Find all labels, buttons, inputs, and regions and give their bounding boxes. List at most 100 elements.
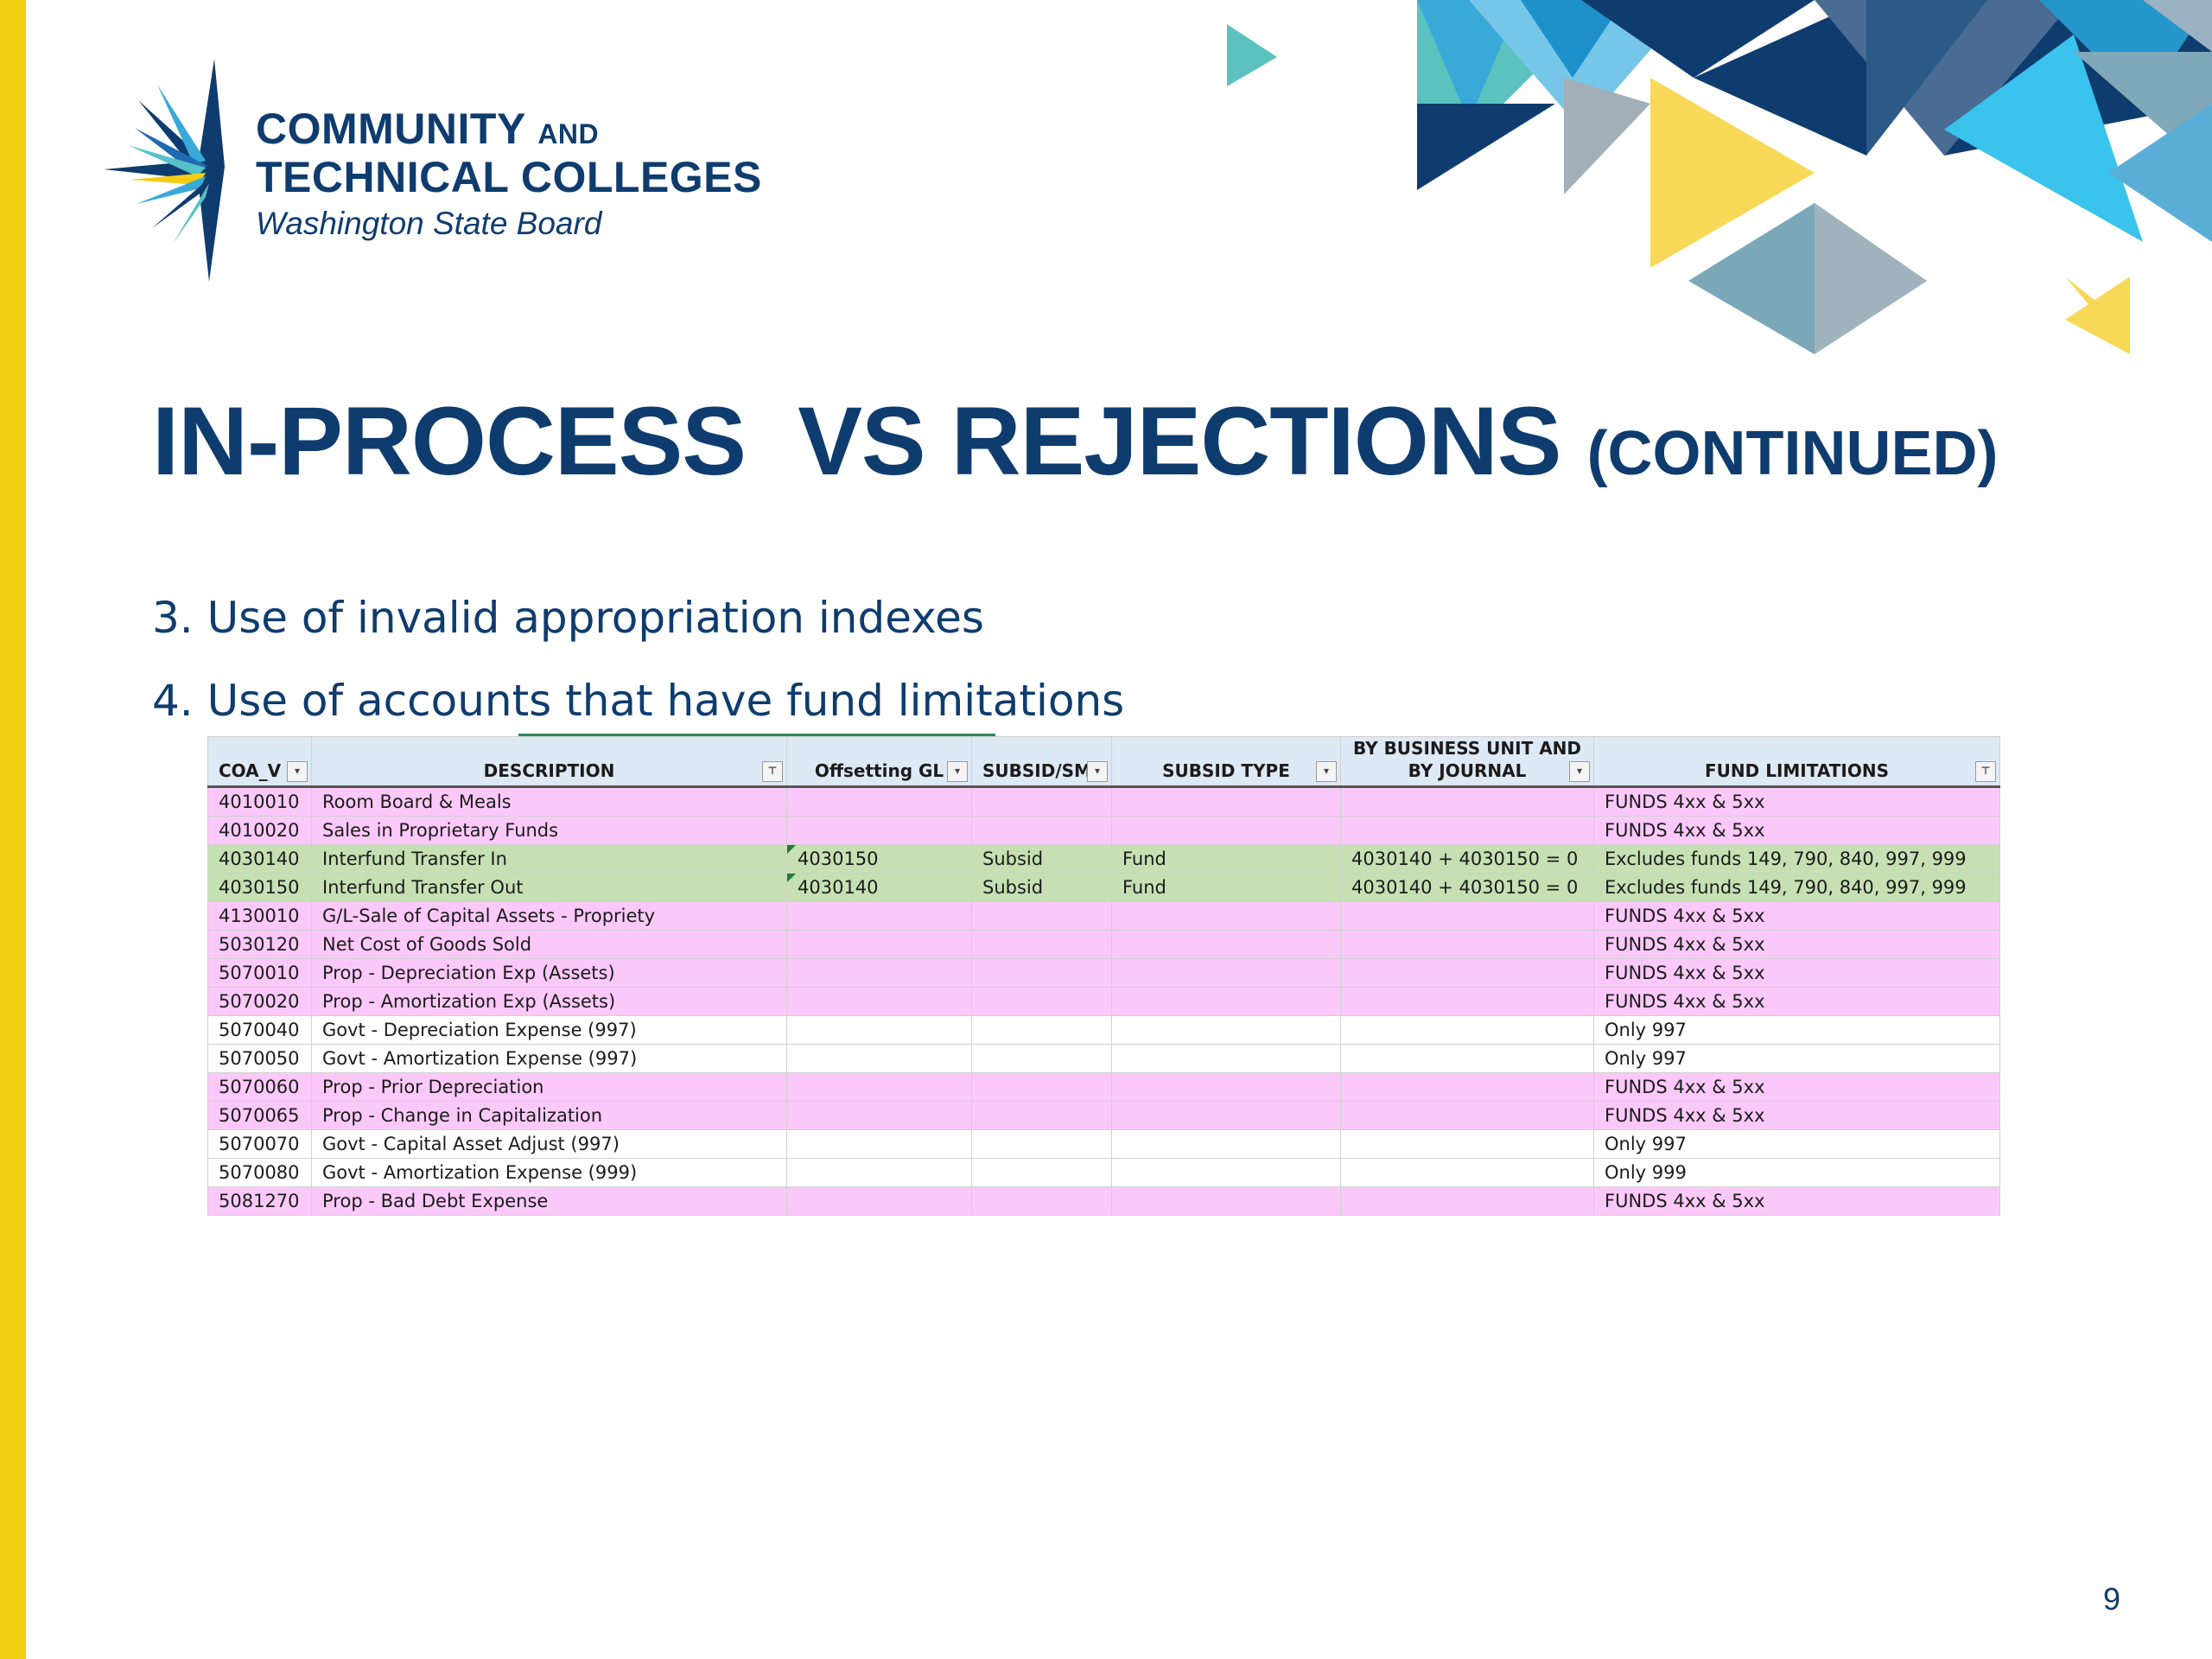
cell-coa[interactable]: 5070010 <box>207 958 312 988</box>
cell-fund-limitations[interactable]: FUNDS 4xx & 5xx <box>1593 958 2000 988</box>
cell-subsid-type[interactable] <box>1111 901 1341 931</box>
cell-offsetting-gl[interactable] <box>786 1072 972 1102</box>
cell-subsid-type[interactable] <box>1111 786 1341 817</box>
cell-description[interactable]: Prop - Change in Capitalization <box>311 1101 787 1130</box>
cell-description[interactable]: Govt - Amortization Expense (997) <box>311 1044 787 1073</box>
cell-subsid-sm[interactable] <box>971 1158 1112 1187</box>
cell-coa[interactable]: 5070080 <box>207 1158 312 1187</box>
cell-coa[interactable]: 5070020 <box>207 987 312 1016</box>
cell-subsid-type[interactable] <box>1111 1186 1341 1216</box>
cell-fund-limitations[interactable]: Only 997 <box>1593 1129 2000 1159</box>
cell-subsid-sm[interactable] <box>971 901 1112 931</box>
cell-coa[interactable]: 4030150 <box>207 873 312 902</box>
cell-fund-limitations[interactable]: Excludes funds 149, 790, 840, 997, 999 <box>1593 873 2000 902</box>
cell-subsid-type[interactable] <box>1111 1044 1341 1073</box>
cell-description[interactable]: Govt - Amortization Expense (999) <box>311 1158 787 1187</box>
cell-description[interactable]: Prop - Prior Depreciation <box>311 1072 787 1102</box>
cell-description[interactable]: Interfund Transfer In <box>311 844 787 874</box>
cell-offsetting-gl[interactable] <box>786 1015 972 1045</box>
cell-by-business-unit[interactable] <box>1340 930 1594 959</box>
cell-fund-limitations[interactable]: FUNDS 4xx & 5xx <box>1593 930 2000 959</box>
cell-description[interactable]: Interfund Transfer Out <box>311 873 787 902</box>
cell-offsetting-gl[interactable] <box>786 930 972 959</box>
cell-offsetting-gl[interactable] <box>786 1101 972 1130</box>
cell-subsid-sm[interactable] <box>971 1072 1112 1102</box>
cell-subsid-type[interactable]: Fund <box>1111 873 1341 902</box>
cell-by-business-unit[interactable] <box>1340 958 1594 988</box>
cell-offsetting-gl[interactable] <box>786 1158 972 1187</box>
cell-description[interactable]: Govt - Depreciation Expense (997) <box>311 1015 787 1045</box>
cell-offsetting-gl[interactable] <box>786 786 972 817</box>
cell-coa[interactable]: 4010010 <box>207 786 312 817</box>
cell-description[interactable]: Sales in Proprietary Funds <box>311 816 787 845</box>
cell-offsetting-gl[interactable]: 4030150 <box>786 844 972 874</box>
cell-subsid-type[interactable]: Fund <box>1111 844 1341 874</box>
cell-fund-limitations[interactable]: FUNDS 4xx & 5xx <box>1593 987 2000 1016</box>
cell-fund-limitations[interactable]: FUNDS 4xx & 5xx <box>1593 1186 2000 1216</box>
cell-subsid-sm[interactable] <box>971 1129 1112 1159</box>
cell-by-business-unit[interactable] <box>1340 1072 1594 1102</box>
filter-dropdown-icon[interactable]: ▾ <box>1087 761 1108 782</box>
cell-subsid-sm[interactable] <box>971 1015 1112 1045</box>
cell-by-business-unit[interactable] <box>1340 1158 1594 1187</box>
cell-coa[interactable]: 5081270 <box>207 1186 312 1216</box>
cell-by-business-unit[interactable] <box>1340 1015 1594 1045</box>
cell-coa[interactable]: 4130010 <box>207 901 312 931</box>
cell-fund-limitations[interactable]: FUNDS 4xx & 5xx <box>1593 816 2000 845</box>
cell-by-business-unit[interactable] <box>1340 1101 1594 1130</box>
cell-fund-limitations[interactable]: Only 997 <box>1593 1044 2000 1073</box>
cell-fund-limitations[interactable]: FUNDS 4xx & 5xx <box>1593 786 2000 817</box>
cell-subsid-sm[interactable]: Subsid <box>971 873 1112 902</box>
cell-description[interactable]: Prop - Amortization Exp (Assets) <box>311 987 787 1016</box>
cell-by-business-unit[interactable]: 4030140 + 4030150 = 0 <box>1340 844 1594 874</box>
cell-by-business-unit[interactable] <box>1340 1044 1594 1073</box>
cell-subsid-type[interactable] <box>1111 958 1341 988</box>
cell-offsetting-gl[interactable] <box>786 1129 972 1159</box>
cell-offsetting-gl[interactable] <box>786 816 972 845</box>
cell-subsid-sm[interactable] <box>971 786 1112 817</box>
cell-by-business-unit[interactable] <box>1340 1129 1594 1159</box>
cell-subsid-type[interactable] <box>1111 816 1341 845</box>
cell-offsetting-gl[interactable] <box>786 1186 972 1216</box>
cell-subsid-type[interactable] <box>1111 930 1341 959</box>
cell-subsid-sm[interactable] <box>971 987 1112 1016</box>
cell-description[interactable]: Room Board & Meals <box>311 786 787 817</box>
cell-by-business-unit[interactable] <box>1340 786 1594 817</box>
cell-description[interactable]: Prop - Bad Debt Expense <box>311 1186 787 1216</box>
cell-description[interactable]: G/L-Sale of Capital Assets - Propriety <box>311 901 787 931</box>
cell-subsid-sm[interactable]: Subsid <box>971 844 1112 874</box>
cell-fund-limitations[interactable]: Only 997 <box>1593 1015 2000 1045</box>
cell-subsid-sm[interactable] <box>971 816 1112 845</box>
cell-description[interactable]: Govt - Capital Asset Adjust (997) <box>311 1129 787 1159</box>
cell-coa[interactable]: 5070070 <box>207 1129 312 1159</box>
cell-subsid-type[interactable] <box>1111 1129 1341 1159</box>
cell-subsid-sm[interactable] <box>971 958 1112 988</box>
cell-coa[interactable]: 4030140 <box>207 844 312 874</box>
cell-subsid-type[interactable] <box>1111 1072 1341 1102</box>
filter-dropdown-icon[interactable]: ▾ <box>1569 761 1590 782</box>
cell-subsid-type[interactable] <box>1111 1101 1341 1130</box>
cell-by-business-unit[interactable] <box>1340 901 1594 931</box>
cell-fund-limitations[interactable]: FUNDS 4xx & 5xx <box>1593 1072 2000 1102</box>
cell-subsid-type[interactable] <box>1111 1015 1341 1045</box>
cell-offsetting-gl[interactable] <box>786 901 972 931</box>
cell-subsid-sm[interactable] <box>971 1186 1112 1216</box>
cell-offsetting-gl[interactable] <box>786 987 972 1016</box>
cell-description[interactable]: Net Cost of Goods Sold <box>311 930 787 959</box>
cell-coa[interactable]: 5070050 <box>207 1044 312 1073</box>
cell-subsid-sm[interactable] <box>971 930 1112 959</box>
cell-offsetting-gl[interactable]: 4030140 <box>786 873 972 902</box>
filter-dropdown-icon[interactable]: ▾ <box>287 761 308 782</box>
cell-offsetting-gl[interactable] <box>786 1044 972 1073</box>
cell-fund-limitations[interactable]: FUNDS 4xx & 5xx <box>1593 1101 2000 1130</box>
cell-offsetting-gl[interactable] <box>786 958 972 988</box>
cell-coa[interactable]: 5070060 <box>207 1072 312 1102</box>
cell-by-business-unit[interactable]: 4030140 + 4030150 = 0 <box>1340 873 1594 902</box>
cell-coa[interactable]: 4010020 <box>207 816 312 845</box>
cell-fund-limitations[interactable]: Only 999 <box>1593 1158 2000 1187</box>
cell-fund-limitations[interactable]: Excludes funds 149, 790, 840, 997, 999 <box>1593 844 2000 874</box>
cell-description[interactable]: Prop - Depreciation Exp (Assets) <box>311 958 787 988</box>
cell-by-business-unit[interactable] <box>1340 816 1594 845</box>
cell-coa[interactable]: 5070040 <box>207 1015 312 1045</box>
cell-coa[interactable]: 5070065 <box>207 1101 312 1130</box>
